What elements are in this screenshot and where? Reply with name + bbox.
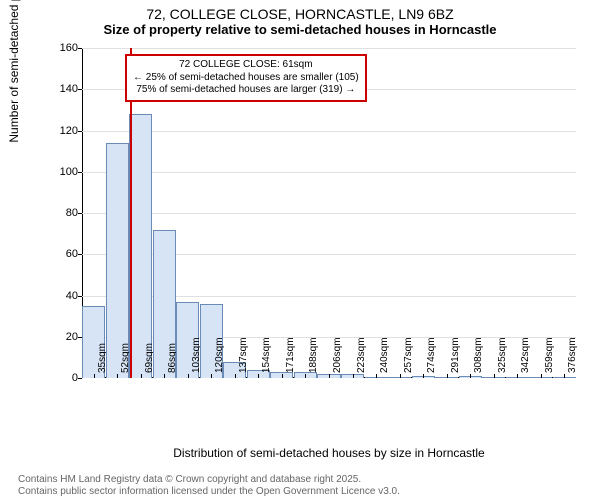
gridline <box>82 48 576 49</box>
x-tick-mark <box>541 374 542 378</box>
x-tick-mark <box>164 374 165 378</box>
x-tick-label: 188sqm <box>308 337 319 373</box>
histogram-bar <box>129 114 152 378</box>
chart-title: 72, COLLEGE CLOSE, HORNCASTLE, LN9 6BZ <box>0 0 600 22</box>
y-tick-mark <box>78 378 82 379</box>
annotation-box: 72 COLLEGE CLOSE: 61sqm← 25% of semi-det… <box>125 54 367 102</box>
x-tick-mark <box>94 374 95 378</box>
x-tick-label: 359sqm <box>544 337 555 373</box>
x-tick-label: 274sqm <box>426 337 437 373</box>
x-tick-mark <box>423 374 424 378</box>
y-axis-label: Number of semi-detached properties <box>7 0 21 143</box>
y-tick-mark <box>78 296 82 297</box>
x-tick-mark <box>235 374 236 378</box>
chart-container: Number of semi-detached properties 02040… <box>52 48 576 418</box>
y-tick-label: 100 <box>52 166 78 178</box>
x-tick-label: 291sqm <box>450 337 461 373</box>
y-tick-label: 20 <box>52 331 78 343</box>
y-tick-label: 60 <box>52 248 78 260</box>
y-tick-label: 160 <box>52 42 78 54</box>
y-tick-label: 80 <box>52 207 78 219</box>
x-tick-mark <box>258 374 259 378</box>
attribution-line-2: Contains public sector information licen… <box>18 486 400 498</box>
x-tick-mark <box>329 374 330 378</box>
gridline <box>82 131 576 132</box>
x-tick-label: 137sqm <box>238 337 249 373</box>
gridline <box>82 172 576 173</box>
x-tick-mark <box>211 374 212 378</box>
x-tick-mark <box>564 374 565 378</box>
x-tick-label: 257sqm <box>403 337 414 373</box>
x-tick-label: 154sqm <box>261 337 272 373</box>
plot-area: 02040608010012014016035sqm52sqm69sqm86sq… <box>82 48 576 378</box>
x-tick-label: 171sqm <box>285 337 296 373</box>
x-tick-mark <box>353 374 354 378</box>
x-tick-label: 376sqm <box>567 337 578 373</box>
x-tick-mark <box>494 374 495 378</box>
x-tick-mark <box>117 374 118 378</box>
annotation-line-2: ← 25% of semi-detached houses are smalle… <box>133 72 359 85</box>
x-tick-mark <box>376 374 377 378</box>
x-tick-mark <box>447 374 448 378</box>
x-tick-mark <box>517 374 518 378</box>
y-tick-label: 40 <box>52 290 78 302</box>
x-tick-mark <box>470 374 471 378</box>
x-tick-label: 206sqm <box>332 337 343 373</box>
x-tick-mark <box>400 374 401 378</box>
x-tick-mark <box>188 374 189 378</box>
attribution-line-1: Contains HM Land Registry data © Crown c… <box>18 474 400 486</box>
x-tick-mark <box>305 374 306 378</box>
y-tick-mark <box>78 48 82 49</box>
x-tick-mark <box>141 374 142 378</box>
x-axis-label: Distribution of semi-detached houses by … <box>82 446 576 460</box>
x-tick-label: 308sqm <box>473 337 484 373</box>
chart-subtitle: Size of property relative to semi-detach… <box>0 22 600 41</box>
x-tick-mark <box>282 374 283 378</box>
x-tick-label: 240sqm <box>379 337 390 373</box>
y-tick-mark <box>78 89 82 90</box>
y-tick-mark <box>78 172 82 173</box>
y-tick-label: 140 <box>52 83 78 95</box>
x-tick-label: 342sqm <box>520 337 531 373</box>
annotation-line-1: 72 COLLEGE CLOSE: 61sqm <box>133 59 359 72</box>
x-tick-label: 223sqm <box>356 337 367 373</box>
y-tick-mark <box>78 213 82 214</box>
y-tick-mark <box>78 254 82 255</box>
y-tick-label: 120 <box>52 125 78 137</box>
annotation-line-3: 75% of semi-detached houses are larger (… <box>133 84 359 97</box>
attribution-text: Contains HM Land Registry data © Crown c… <box>18 474 400 498</box>
gridline <box>82 213 576 214</box>
y-tick-label: 0 <box>52 372 78 384</box>
x-tick-label: 325sqm <box>497 337 508 373</box>
y-tick-mark <box>78 131 82 132</box>
